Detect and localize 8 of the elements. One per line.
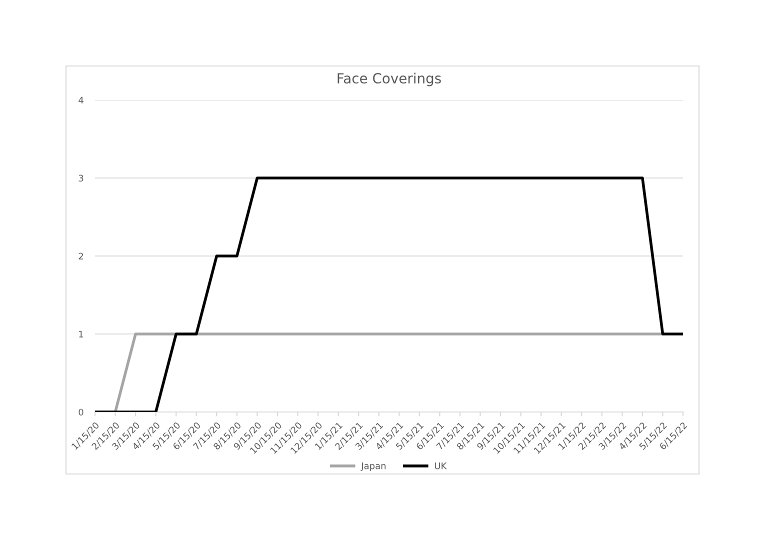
legend-label: UK (434, 462, 447, 470)
y-tick-label: 4 (78, 96, 84, 104)
chart-title: Face Coverings (338, 72, 441, 86)
y-tick-label: 1 (79, 330, 84, 338)
y-tick-label: 2 (78, 252, 83, 260)
legend-label: Japan (360, 462, 386, 471)
y-tick-label: 0 (78, 408, 84, 416)
y-tick-label: 3 (78, 174, 84, 182)
